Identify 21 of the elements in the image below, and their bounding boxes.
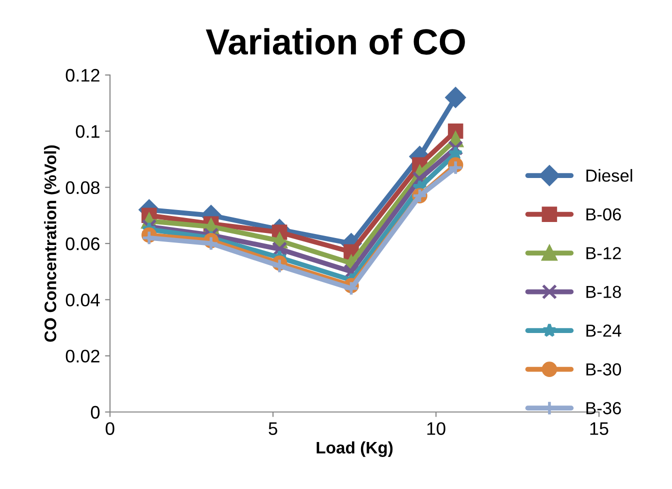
legend-label: B-06	[586, 208, 621, 221]
y-tick-label: 0.12	[66, 68, 100, 82]
x-tick-label: 0	[106, 422, 114, 435]
x-tick-label: 15	[590, 422, 608, 435]
legend-label: B-18	[586, 286, 621, 298]
legend-label: Diesel	[586, 169, 632, 182]
x-tick-label: 5	[268, 422, 278, 435]
y-tick-label: 0.1	[76, 125, 100, 138]
legend-label: B-12	[586, 247, 621, 260]
x-axis-title: Load (Kg)	[316, 441, 393, 457]
y-axis-title: CO Concentration (%Vol)	[44, 145, 60, 342]
y-tick-label: 0.08	[66, 181, 100, 194]
y-tick-label: 0	[90, 406, 100, 419]
y-tick-label: 0.04	[66, 294, 100, 306]
legend-label: B-30	[586, 363, 622, 376]
legend-label: B-24	[586, 324, 622, 337]
y-tick-label: 0.06	[66, 237, 100, 250]
chart-title: Variation of CO	[206, 28, 465, 55]
y-tick-label: 0.02	[66, 350, 100, 363]
x-tick-label: 10	[427, 422, 446, 435]
legend-label: B-36	[586, 402, 621, 414]
